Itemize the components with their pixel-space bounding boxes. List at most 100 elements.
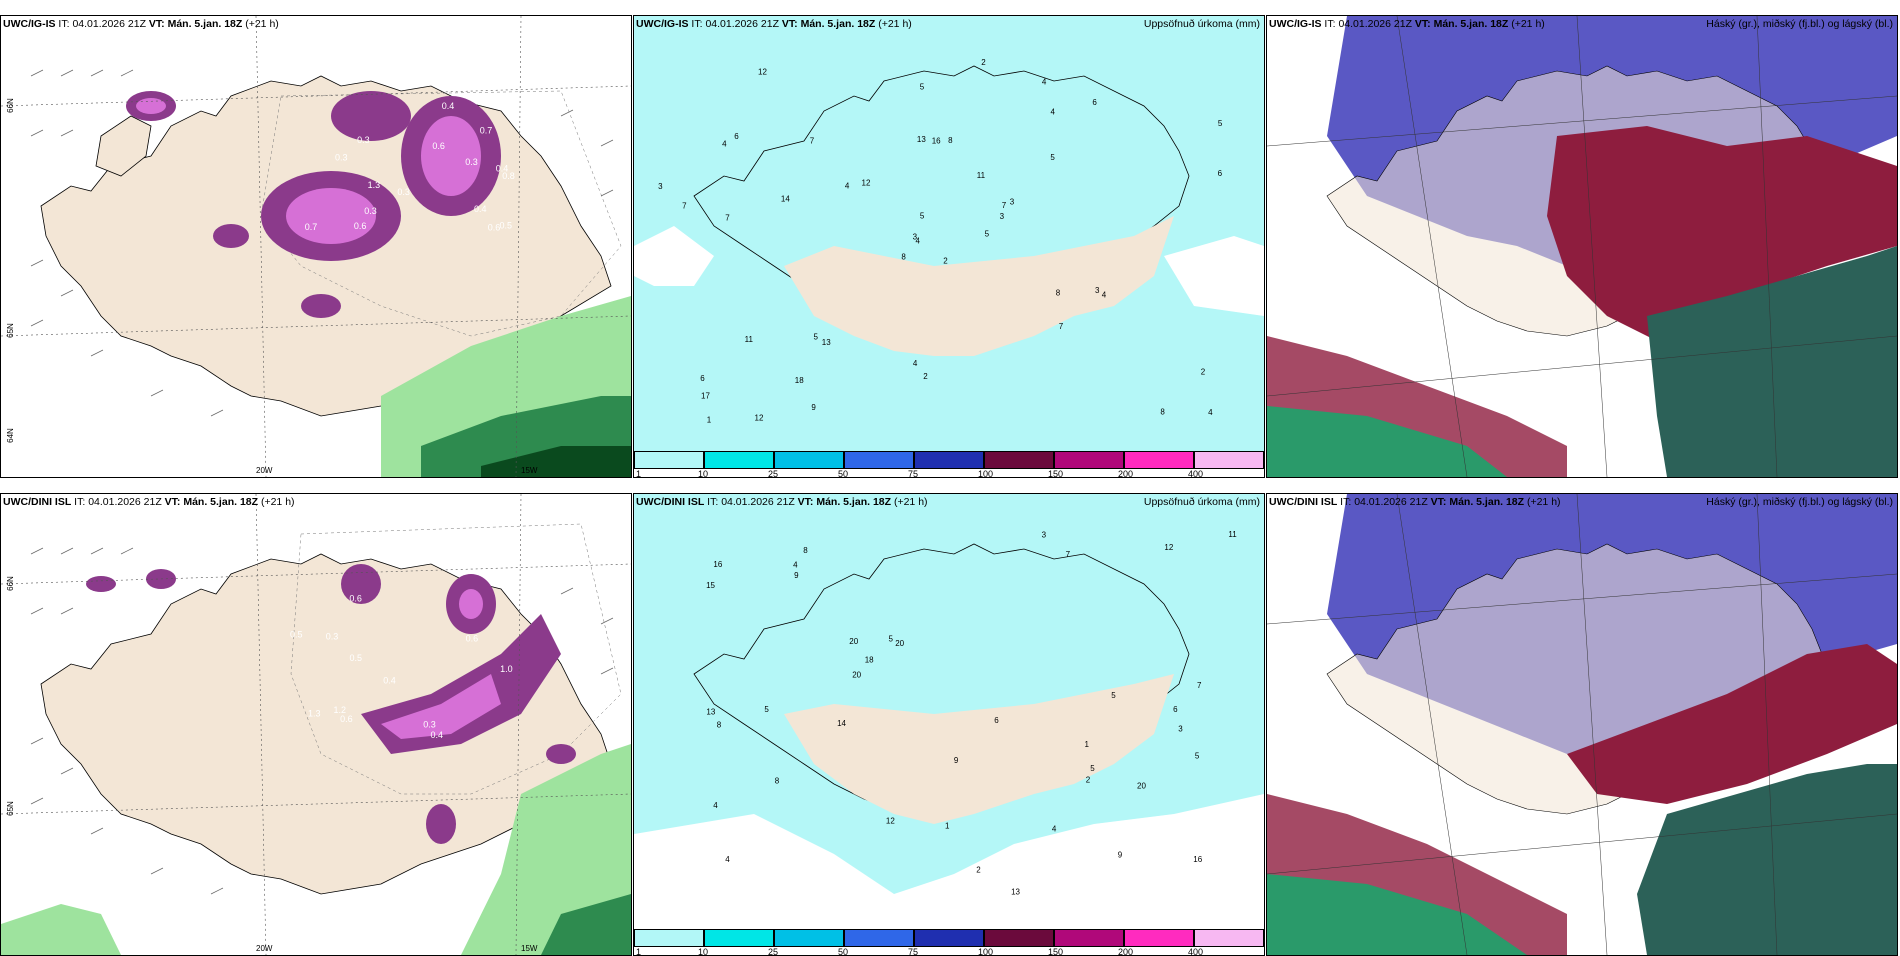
precip-value-label: 17 [701, 392, 710, 401]
precip-value-label: 6 [1092, 98, 1097, 107]
precip-value-label: 9 [811, 403, 816, 412]
panel-clouds-dini: UWC/DINI ISL IT: 04.01.2026 21Z VT: Mán.… [1266, 493, 1898, 956]
precip-value-label: 13 [1011, 888, 1020, 897]
legend-label: 75 [908, 469, 919, 478]
vt-label: VT: [1414, 18, 1431, 30]
coord-65n: 65N [5, 801, 15, 816]
legend-swatch [984, 929, 1054, 947]
precip-value-label: 18 [795, 376, 804, 385]
coord-15w: 15W [521, 466, 538, 475]
precip-value-label: 8 [775, 776, 780, 785]
it-value: 04.01.2026 21Z [721, 496, 795, 508]
it-value: 04.01.2026 21Z [705, 18, 779, 30]
map-precip: 2446713484512475851213111112171816346578… [634, 16, 1264, 451]
panel-precip-dini: 1 3 4 8 20 9 4 7 20 13 15 13 16 16 12 7 9 6 5 8 11 12 20 5 3 4 5 8 9… [633, 493, 1265, 956]
vt-value: Mán. 5.jan. 18Z [816, 496, 892, 508]
snow-value-label: 0.6 [354, 221, 367, 231]
precip-value-label: 7 [1002, 201, 1007, 210]
vt-label: VT: [797, 496, 814, 508]
precip-value-label: 3 [1042, 531, 1047, 540]
legend-label: 10 [698, 469, 709, 478]
precip-value-label: 1 [945, 821, 950, 830]
legend-label: 400 [1188, 947, 1204, 956]
precip-value-label: 5 [1111, 691, 1116, 700]
panel-snow-wind-igis: 0.3 0.4 0.6 0.8 1.3 0.5 0.3 0.4 0.6 0.7 0.3 0.4 0.3 0… [0, 15, 632, 478]
precip-value-label: 6 [700, 374, 705, 383]
precip-value-label: 4 [916, 236, 921, 245]
iceland-land [40, 553, 612, 895]
legend-label: 100 [978, 469, 994, 478]
precip-value-label: 2 [981, 58, 986, 67]
precip-value-label: 20 [895, 639, 904, 648]
precip-value-label: 3 [1000, 212, 1005, 221]
snow-value-label: 0.4 [474, 204, 487, 214]
snow-value-label: 1.0 [500, 664, 513, 674]
precip-value-label: 1 [1085, 740, 1090, 749]
precip-value-label: 5 [889, 634, 894, 643]
legend-label: 25 [768, 947, 779, 956]
legend-swatch [1054, 929, 1124, 947]
lead-time: (+21 h) [245, 18, 279, 30]
coord-65n: 65N [5, 323, 15, 338]
legend-label: 25 [768, 469, 779, 478]
panel-clouds-igis: UWC/IG-IS IT: 04.01.2026 21Z VT: Mán. 5.… [1266, 15, 1898, 478]
snow-value-label: 0.6 [349, 594, 362, 604]
panel-right-title: Háský (gr.), miðský (fj.bl.) og lágský (… [1706, 496, 1893, 508]
snow-labels: 0.30.40.60.81.30.50.30.40.60.70.30.40.30… [305, 101, 515, 232]
it-value: 04.01.2026 21Z [72, 18, 146, 30]
precip-value-label: 8 [1160, 407, 1165, 416]
snow-value-label: 0.4 [431, 730, 444, 740]
panel-snow-wind-dini: 0.4 0.6 1.2 0.3 0.6 0.3 1.0 0.5 0.4 0.6 1.3 0.5 UWC… [0, 493, 632, 956]
snow-value-label: 0.5 [290, 630, 303, 640]
snow-value-label: 0.6 [340, 714, 353, 724]
precip-value-label: 3 [1178, 725, 1183, 734]
snow-labels: 0.40.61.20.3 0.60.31.00.50.40.61.30.5 [290, 594, 513, 740]
precip-value-label: 7 [725, 213, 730, 222]
precip-value-label: 5 [1050, 153, 1055, 162]
model-label: UWC/IG-IS [636, 18, 689, 30]
lead-time: (+21 h) [878, 18, 912, 30]
low-cloud-area [1637, 764, 1897, 955]
precip-value-label: 14 [781, 195, 790, 204]
legend-label: 200 [1118, 469, 1134, 478]
snow-value-label: 0.4 [442, 101, 455, 111]
panel-right-title: Háský (gr.), miðský (fj.bl.) og lágský (… [1706, 18, 1893, 30]
precip-legend: 1 10 25 50 75 100 150 200 400 [634, 929, 1264, 955]
mid-cloud-area [1547, 126, 1897, 346]
snow-value-label: 1.3 [368, 180, 381, 190]
vt-value: Mán. 5.jan. 18Z [1433, 18, 1509, 30]
legend-swatch [1054, 451, 1124, 469]
snow-value-label: 0.3 [364, 206, 377, 216]
grid-lines [1267, 494, 1897, 955]
panel-right-title: Uppsöfnuð úrkoma (mm) [1143, 496, 1260, 508]
precip-value-label: 5 [1090, 764, 1095, 773]
snow-areas [86, 564, 576, 844]
panel-header: UWC/DINI ISL IT: 04.01.2026 21Z VT: Mán.… [636, 496, 928, 508]
snow-value-label: 0.3 [423, 719, 436, 729]
legend-label: 50 [838, 469, 849, 478]
precip-value-label: 4 [725, 855, 730, 864]
legend-label: 150 [1048, 469, 1064, 478]
precip-labels: 2446713484512475851213111112171816346578… [658, 58, 1223, 425]
map-clouds [1267, 16, 1897, 477]
snow-value-label: 0.3 [397, 187, 410, 197]
precip-value-label: 7 [810, 137, 815, 146]
legend-swatch [774, 451, 844, 469]
snow-value-label: 0.8 [502, 171, 515, 181]
legend-swatch [1194, 929, 1264, 947]
snow-value-label: 1.3 [308, 709, 321, 719]
precip-value-label: 4 [793, 561, 798, 570]
panel-header: UWC/IG-IS IT: 04.01.2026 21Z VT: Mán. 5.… [636, 18, 912, 30]
precip-value-label: 9 [794, 571, 799, 580]
precip-value-label: 7 [1059, 322, 1064, 331]
coord-20w: 20W [256, 466, 273, 475]
model-label: UWC/DINI ISL [1269, 496, 1338, 508]
model-label: UWC/DINI ISL [3, 496, 72, 508]
legend-swatch [1124, 451, 1194, 469]
precip-value-label: 16 [713, 560, 722, 569]
precip-value-label: 4 [722, 139, 727, 148]
precip-value-label: 8 [1056, 288, 1061, 297]
snow-value-label: 0.6 [466, 634, 479, 644]
precip-value-label: 20 [849, 637, 858, 646]
precip-value-label: 9 [1118, 850, 1123, 859]
